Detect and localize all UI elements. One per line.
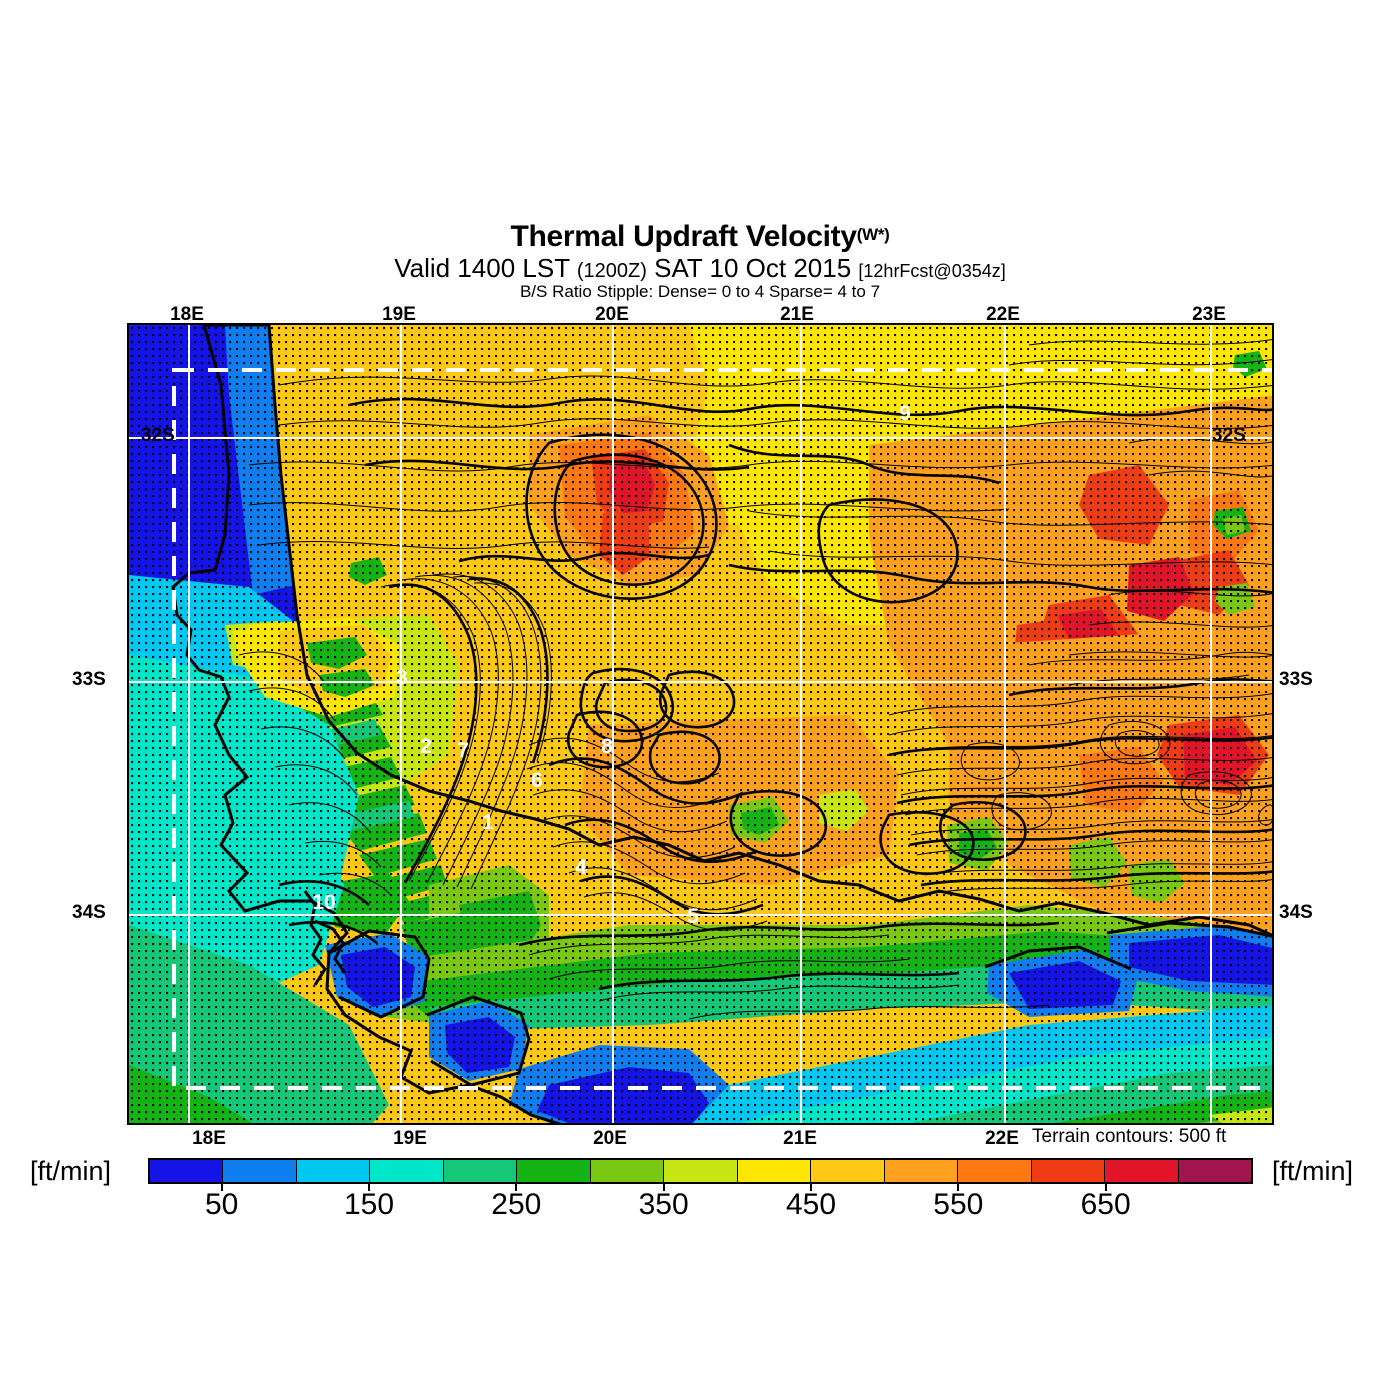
map-marker-5[interactable]: 5 xyxy=(687,905,699,928)
colorbar-band-4 xyxy=(443,1160,518,1182)
colorbar-tick-350: 350 xyxy=(638,1188,689,1221)
map-marker-2[interactable]: 2 xyxy=(420,735,432,758)
thermal-updraft-heatmap[interactable]: 9 3 2 7 8 6 1 4 10 5 xyxy=(127,323,1274,1125)
stipple-overlay xyxy=(129,325,1272,1123)
colorbar-band-13 xyxy=(1105,1160,1179,1182)
valid-time-utc: (1200Z) xyxy=(576,260,647,282)
axis-label-lon-bottom-20e: 20E xyxy=(593,1128,627,1149)
colorbar-tickmark-50 xyxy=(220,1184,223,1191)
map-marker-6[interactable]: 6 xyxy=(531,769,543,792)
colorbar-unit-left: [ft/min] xyxy=(30,1156,112,1186)
colorbar-band-6 xyxy=(590,1160,665,1182)
map-marker-4[interactable]: 4 xyxy=(575,856,587,879)
axis-label-lon-top-23e: 23E xyxy=(1192,304,1226,325)
colorbar-tickmark-350 xyxy=(662,1184,665,1191)
colorbar-tickmark-250 xyxy=(515,1184,518,1191)
axis-label-lon-top-18e: 18E xyxy=(170,304,204,325)
graticule-solid xyxy=(129,325,1272,1123)
axis-label-lon-bottom-19e: 19E xyxy=(393,1128,427,1149)
colorbar-band-14 xyxy=(1178,1160,1252,1182)
colorbar-tick-50: 50 xyxy=(204,1188,239,1221)
terrain-contours-bold xyxy=(278,397,1272,991)
colorbar-tickmark-450 xyxy=(810,1184,812,1191)
axis-label-lat-right-34s: 34S xyxy=(1279,902,1313,923)
map-marker-3[interactable]: 3 xyxy=(396,666,408,689)
axis-label-lon-bottom-21e: 21E xyxy=(783,1128,817,1149)
colorbar-band-10 xyxy=(884,1160,959,1182)
colorbar-band-7 xyxy=(664,1160,738,1182)
map-marker-10[interactable]: 10 xyxy=(312,891,336,914)
chart-title-text: Thermal Updraft Velocity xyxy=(510,220,857,253)
axis-label-lat-left-34s: 34S xyxy=(72,902,106,923)
map-marker-8[interactable]: 8 xyxy=(601,735,613,758)
map-marker-1[interactable]: 1 xyxy=(482,811,494,834)
valid-time: Valid 1400 LST xyxy=(394,253,570,283)
axis-label-lon-bottom-22e: 22E xyxy=(985,1128,1019,1149)
colorbar-tick-650: 650 xyxy=(1080,1188,1131,1221)
colorbar-legend[interactable]: [ft/min] [ft/min] 50 150 250 350 450 550 650 xyxy=(0,1156,1400,1228)
colorbar-band-2 xyxy=(296,1160,371,1182)
axis-label-lon-top-22e: 22E xyxy=(986,304,1020,325)
colorbar-band-12 xyxy=(1031,1160,1106,1182)
colorbar-band-5 xyxy=(517,1160,591,1182)
axis-label-lon-top-20e: 20E xyxy=(595,304,629,325)
colorbar-tickmark-650 xyxy=(1104,1184,1107,1191)
colorbar-band-0 xyxy=(150,1160,224,1182)
colorbar-tickmark-150 xyxy=(368,1184,370,1191)
colorbar-band-1 xyxy=(223,1160,297,1182)
colorbar-bands[interactable] xyxy=(148,1158,1253,1184)
colorbar-unit-right: [ft/min] xyxy=(1272,1156,1354,1186)
axis-label-lon-top-19e: 19E xyxy=(382,304,416,325)
title-block: Thermal Updraft Velocity(W*) Valid 1400 … xyxy=(0,222,1400,302)
stipple-legend-note: B/S Ratio Stipple: Dense= 0 to 4 Sparse=… xyxy=(519,282,881,302)
axis-label-lon-top-21e: 21E xyxy=(780,304,814,325)
terrain-contours-thin xyxy=(238,339,1272,1020)
colorbar-band-8 xyxy=(737,1160,812,1182)
terrain-contour-note: Terrain contours: 500 ft xyxy=(1032,1126,1227,1147)
colorbar-tick-250: 250 xyxy=(491,1188,542,1221)
map-marker-9[interactable]: 9 xyxy=(899,402,911,425)
axis-label-lat-right-33s: 33S xyxy=(1279,669,1313,690)
chart-subtitle: Valid 1400 LST (1200Z) SAT 10 Oct 2015 [… xyxy=(0,253,1400,283)
coastline xyxy=(171,325,1272,1123)
axis-label-lat-left-33s: 33S xyxy=(72,669,106,690)
colorbar-tick-150: 150 xyxy=(343,1188,395,1221)
colorbar-band-3 xyxy=(370,1160,444,1182)
map-container[interactable]: 18E 19E 20E 21E 22E 23E 18E 19E 20E 21E … xyxy=(72,304,1313,1149)
valid-date: SAT 10 Oct 2015 xyxy=(654,253,852,283)
colorbar-tickmark-550 xyxy=(957,1184,960,1191)
map-marker-7[interactable]: 7 xyxy=(457,739,469,762)
colorbar-band-9 xyxy=(811,1160,885,1182)
colorbar-band-11 xyxy=(958,1160,1032,1182)
forecast-stamp: [12hrFcst@0354z] xyxy=(858,261,1006,281)
subdomain-dashed-box xyxy=(172,368,1272,1090)
colorbar-tick-450: 450 xyxy=(785,1188,837,1221)
axis-label-lat-left-32s: 32S xyxy=(141,425,175,446)
map-svg xyxy=(129,325,1272,1123)
chart-title-superscript: (W*) xyxy=(856,225,890,244)
axis-label-lat-right-32s: 32S xyxy=(1212,425,1246,446)
axis-label-lon-bottom-18e: 18E xyxy=(192,1128,226,1149)
chart-title: Thermal Updraft Velocity(W*) xyxy=(0,222,1400,252)
colorbar-tick-550: 550 xyxy=(933,1188,984,1221)
